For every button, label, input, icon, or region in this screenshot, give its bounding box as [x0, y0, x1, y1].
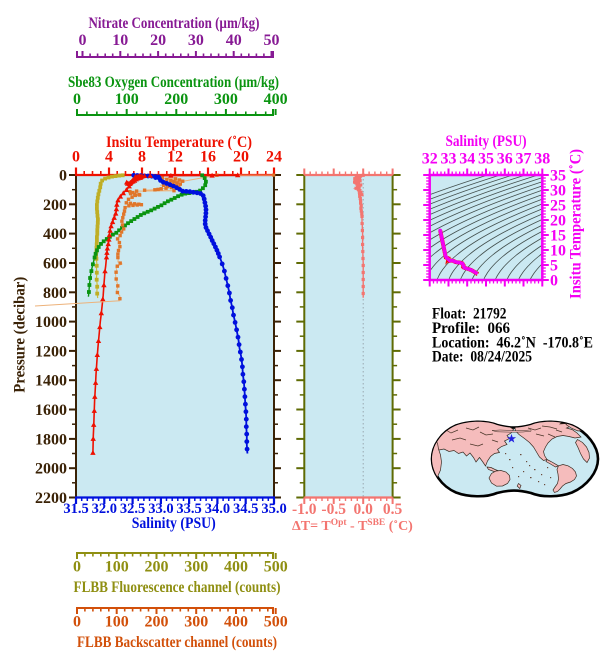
- svg-text:Date: 08/24/2025: Date: 08/24/2025: [432, 349, 532, 366]
- svg-text:33.0: 33.0: [148, 501, 173, 517]
- svg-text:Pressure (decibar): Pressure (decibar): [12, 277, 29, 393]
- svg-text:Nitrate Concentration (µm/kg): Nitrate Concentration (µm/kg): [89, 15, 260, 32]
- svg-text:1000: 1000: [35, 314, 67, 331]
- svg-text:0: 0: [73, 559, 81, 576]
- svg-text:12: 12: [167, 149, 183, 166]
- svg-text:35: 35: [478, 151, 494, 168]
- svg-text:34.0: 34.0: [205, 501, 230, 517]
- svg-text:400: 400: [224, 559, 248, 576]
- svg-text:50: 50: [264, 32, 280, 49]
- svg-text:Location: 46.2˚N -170.8˚E: Location: 46.2˚N -170.8˚E: [432, 335, 593, 352]
- svg-text:37: 37: [516, 151, 532, 168]
- svg-text:0: 0: [73, 614, 81, 631]
- svg-text:20: 20: [150, 32, 166, 49]
- svg-text:34.5: 34.5: [233, 501, 258, 517]
- svg-text:40: 40: [226, 32, 242, 49]
- svg-text:100: 100: [115, 91, 139, 108]
- svg-text:500: 500: [264, 614, 288, 631]
- svg-text:400: 400: [264, 91, 288, 108]
- svg-text:30: 30: [550, 183, 566, 200]
- svg-text:0: 0: [550, 273, 558, 290]
- svg-text:800: 800: [43, 285, 67, 302]
- svg-text:32.5: 32.5: [120, 501, 145, 517]
- svg-text:25: 25: [550, 198, 566, 215]
- svg-text:0.0: 0.0: [354, 501, 374, 518]
- svg-text:31.5: 31.5: [63, 501, 88, 517]
- svg-text:0: 0: [72, 149, 80, 166]
- svg-text:10: 10: [112, 32, 128, 49]
- svg-text:100: 100: [105, 559, 129, 576]
- svg-text:FLBB Fluorescence channel (cou: FLBB Fluorescence channel (counts): [74, 579, 281, 596]
- svg-text:0.5: 0.5: [383, 501, 403, 518]
- svg-text:100: 100: [105, 614, 129, 631]
- svg-text:35.0: 35.0: [261, 501, 286, 517]
- svg-text:5: 5: [550, 258, 558, 275]
- svg-text:600: 600: [43, 256, 67, 273]
- svg-text:1800: 1800: [35, 431, 67, 448]
- svg-text:38: 38: [534, 151, 550, 168]
- svg-text:200: 200: [145, 559, 169, 576]
- svg-text:34: 34: [459, 151, 475, 168]
- svg-text:15: 15: [550, 228, 566, 245]
- svg-text:-1.0: -1.0: [292, 501, 317, 518]
- svg-text:30: 30: [188, 32, 204, 49]
- svg-text:0: 0: [59, 168, 67, 185]
- svg-text:400: 400: [43, 226, 67, 243]
- svg-text:33: 33: [441, 151, 457, 168]
- svg-text:33.5: 33.5: [176, 501, 201, 517]
- svg-text:35: 35: [550, 168, 566, 185]
- svg-text:ΔT= TOpt - TSBE (˚C): ΔT= TOpt - TSBE (˚C): [292, 518, 413, 534]
- svg-text:1600: 1600: [35, 402, 67, 419]
- svg-text:24: 24: [266, 149, 282, 166]
- svg-text:4: 4: [105, 149, 113, 166]
- svg-text:-0.5: -0.5: [321, 501, 346, 518]
- svg-text:FLBB Backscatter channel (coun: FLBB Backscatter channel (counts): [77, 634, 277, 651]
- svg-text:1200: 1200: [35, 343, 67, 360]
- svg-text:10: 10: [550, 243, 566, 260]
- svg-text:20: 20: [550, 213, 566, 230]
- svg-text:1400: 1400: [35, 373, 67, 390]
- svg-text:400: 400: [224, 614, 248, 631]
- svg-text:32: 32: [422, 151, 438, 168]
- svg-text:2200: 2200: [35, 490, 67, 507]
- svg-text:Sbe83 Oxygen Concentration (µm: Sbe83 Oxygen Concentration (µm/kg): [68, 74, 279, 91]
- svg-text:200: 200: [145, 614, 169, 631]
- svg-text:Insitu Temperature (˚C): Insitu Temperature (˚C): [106, 134, 252, 151]
- svg-text:Float: 21792: Float: 21792: [432, 306, 507, 323]
- svg-text:Profile: 066: Profile: 066: [432, 320, 510, 337]
- svg-text:Salinity (PSU): Salinity (PSU): [446, 133, 527, 150]
- svg-text:0: 0: [79, 32, 87, 49]
- svg-text:20: 20: [233, 149, 249, 166]
- svg-text:36: 36: [497, 151, 513, 168]
- svg-text:0: 0: [73, 91, 81, 108]
- svg-text:300: 300: [184, 614, 208, 631]
- svg-text:8: 8: [138, 149, 146, 166]
- svg-text:2000: 2000: [35, 461, 67, 478]
- svg-text:16: 16: [200, 149, 216, 166]
- svg-text:32.0: 32.0: [92, 501, 117, 517]
- svg-text:200: 200: [164, 91, 188, 108]
- svg-text:Insitu Temperature (˚C): Insitu Temperature (˚C): [568, 149, 585, 299]
- svg-text:200: 200: [43, 197, 67, 214]
- svg-text:500: 500: [264, 559, 288, 576]
- svg-text:300: 300: [184, 559, 208, 576]
- svg-text:300: 300: [214, 91, 238, 108]
- svg-text:Salinity (PSU): Salinity (PSU): [132, 515, 216, 532]
